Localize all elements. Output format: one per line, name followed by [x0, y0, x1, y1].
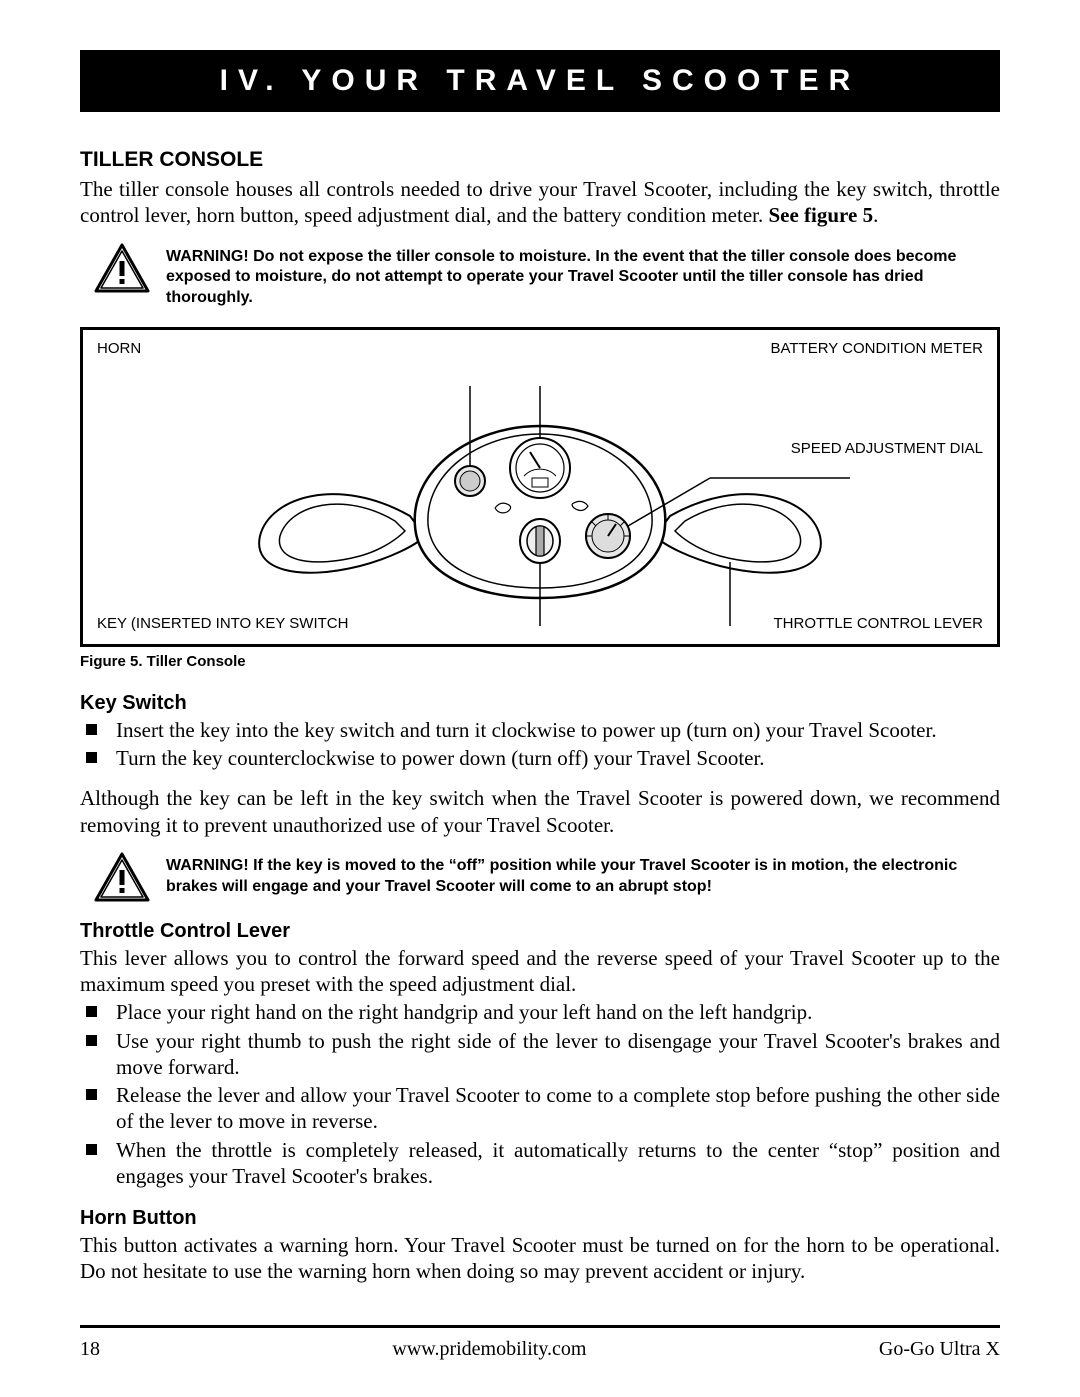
- figure-label-horn: HORN: [97, 340, 141, 357]
- list-item: When the throttle is completely released…: [80, 1137, 1000, 1190]
- warning-block-moisture: WARNING! Do not expose the tiller consol…: [94, 243, 1000, 309]
- warning-block-key-off: WARNING! If the key is moved to the “off…: [94, 852, 1000, 902]
- key-switch-followup: Although the key can be left in the key …: [80, 785, 1000, 838]
- page-number: 18: [80, 1338, 100, 1361]
- footer-rule: [80, 1325, 1000, 1328]
- list-item: Turn the key counterclockwise to power d…: [80, 745, 1000, 771]
- figure-caption: Figure 5. Tiller Console: [80, 653, 1000, 670]
- list-item: Release the lever and allow your Travel …: [80, 1082, 1000, 1135]
- warning-text-key-off: WARNING! If the key is moved to the “off…: [166, 852, 1000, 898]
- throttle-heading: Throttle Control Lever: [80, 920, 1000, 943]
- throttle-list: Place your right hand on the right handg…: [80, 999, 1000, 1189]
- key-switch-list: Insert the key into the key switch and t…: [80, 717, 1000, 772]
- see-figure-ref: See figure 5: [768, 203, 873, 227]
- throttle-intro: This lever allows you to control the for…: [80, 945, 1000, 998]
- chapter-banner: IV. YOUR TRAVEL SCOOTER: [80, 50, 1000, 112]
- warning-triangle-icon: [94, 852, 150, 902]
- warning-text-moisture: WARNING! Do not expose the tiller consol…: [166, 243, 1000, 309]
- footer-url: www.pridemobility.com: [100, 1338, 879, 1361]
- figure-label-battery: BATTERY CONDITION METER: [770, 340, 983, 357]
- list-item: Place your right hand on the right handg…: [80, 999, 1000, 1025]
- section-heading-tiller: TILLER CONSOLE: [80, 148, 1000, 172]
- key-switch-heading: Key Switch: [80, 692, 1000, 715]
- figure-frame: HORN BATTERY CONDITION METER SPEED ADJUS…: [80, 327, 1000, 647]
- footer-model: Go-Go Ultra X: [879, 1338, 1000, 1361]
- list-item: Use your right thumb to push the right s…: [80, 1028, 1000, 1081]
- warning-triangle-icon: [94, 243, 150, 293]
- list-item: Insert the key into the key switch and t…: [80, 717, 1000, 743]
- tiller-console-illustration: [230, 386, 850, 626]
- tiller-intro: The tiller console houses all controls n…: [80, 176, 1000, 229]
- page-footer: 18 www.pridemobility.com Go-Go Ultra X: [80, 1338, 1000, 1361]
- horn-heading: Horn Button: [80, 1207, 1000, 1230]
- horn-text: This button activates a warning horn. Yo…: [80, 1232, 1000, 1285]
